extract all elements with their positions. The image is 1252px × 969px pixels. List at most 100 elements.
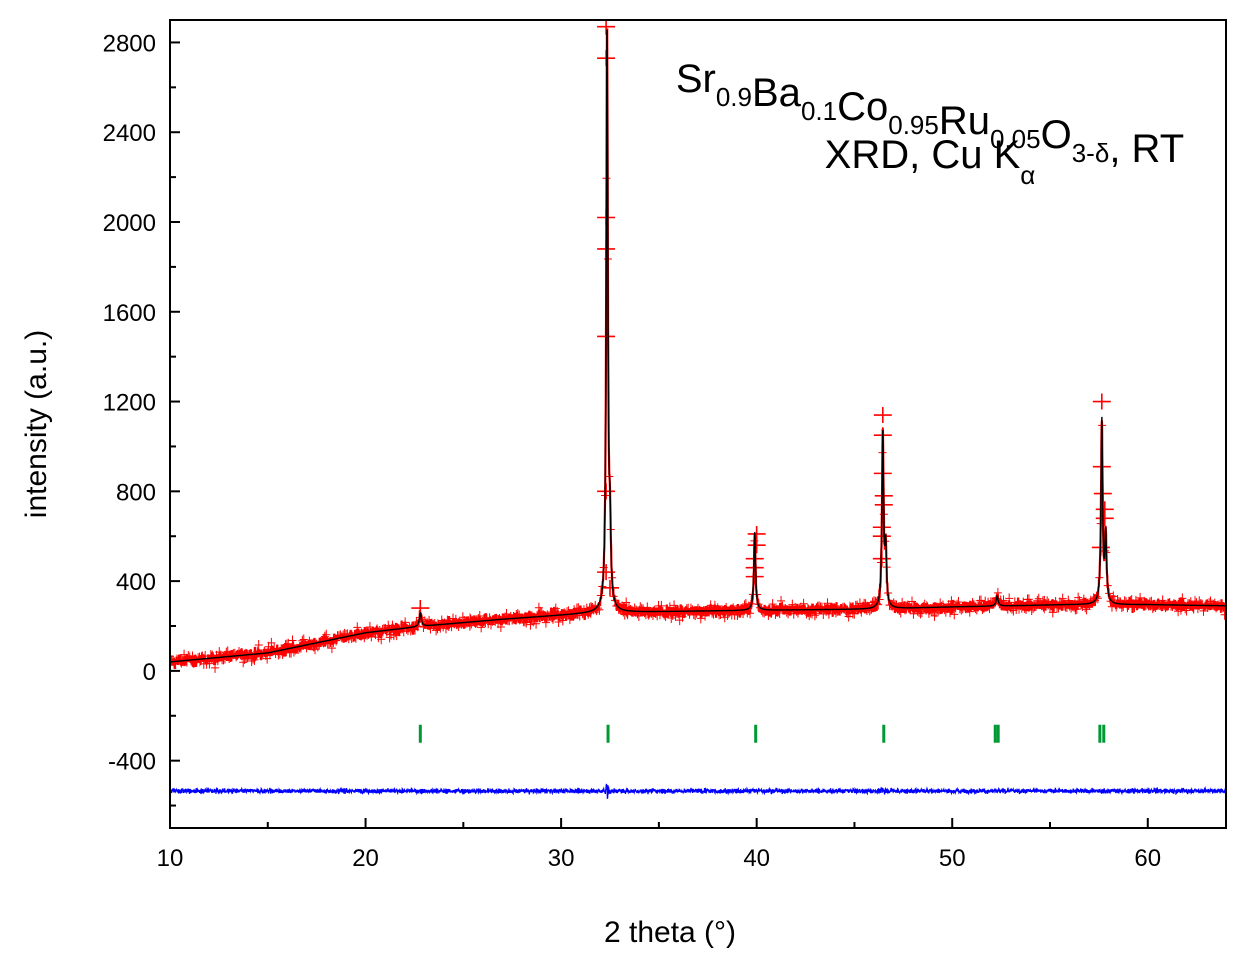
y-axis-label: intensity (a.u.) bbox=[20, 330, 53, 518]
title-element: Ba bbox=[752, 71, 802, 115]
observed-crosses bbox=[170, 173, 1226, 673]
observed-cross bbox=[1145, 597, 1154, 608]
y-tick-label: -400 bbox=[108, 749, 156, 776]
observed-cross bbox=[502, 609, 511, 620]
observed-cross bbox=[916, 608, 925, 619]
observed-cross bbox=[1048, 607, 1057, 618]
title-subscript: 0.1 bbox=[801, 96, 837, 126]
series-layer bbox=[170, 20, 1226, 799]
observed-cross bbox=[824, 608, 833, 619]
observed-cross bbox=[284, 638, 293, 649]
observed-cross bbox=[377, 634, 386, 645]
observed-cross bbox=[985, 603, 994, 614]
observed-cross bbox=[657, 600, 666, 611]
observed-cross bbox=[708, 607, 717, 618]
observed-cross bbox=[322, 629, 331, 640]
observed-cross bbox=[768, 599, 777, 610]
observed-cross bbox=[740, 600, 749, 611]
observed-cross bbox=[1199, 605, 1208, 616]
observed-cross bbox=[694, 603, 702, 614]
observed-cross bbox=[840, 602, 849, 613]
observed-cross bbox=[909, 608, 918, 619]
observed-cross bbox=[1217, 603, 1226, 614]
y-tick-label: 1200 bbox=[103, 390, 156, 417]
observed-cross bbox=[327, 643, 336, 654]
observed-cross bbox=[1024, 594, 1033, 605]
observed-cross bbox=[1203, 602, 1212, 613]
title-line-2: XRD, Cu Kα bbox=[825, 133, 1036, 190]
observed-cross bbox=[325, 637, 334, 648]
observed-cross bbox=[810, 610, 819, 621]
observed-cross bbox=[180, 649, 189, 660]
observed-cross bbox=[950, 609, 959, 620]
observed-cross bbox=[895, 605, 904, 616]
observed-cross bbox=[584, 608, 593, 619]
observed-cross bbox=[365, 621, 374, 632]
observed-cross bbox=[850, 608, 859, 619]
observed-cross bbox=[999, 595, 1008, 606]
observed-cross bbox=[475, 610, 484, 621]
title-element: Co bbox=[837, 85, 888, 129]
observed-cross bbox=[282, 639, 291, 650]
observed-cross bbox=[563, 607, 572, 618]
observed-cross bbox=[532, 618, 541, 629]
observed-peak-marker bbox=[747, 537, 766, 554]
observed-cross bbox=[219, 654, 228, 665]
observed-cross bbox=[1178, 593, 1187, 604]
x-tick-label: 40 bbox=[743, 845, 770, 872]
observed-cross bbox=[905, 601, 914, 612]
observed-cross bbox=[1031, 601, 1040, 612]
observed-cross bbox=[633, 608, 642, 619]
observed-cross bbox=[917, 607, 926, 618]
y-tick-label: 400 bbox=[116, 569, 156, 596]
observed-cross bbox=[678, 611, 687, 622]
y-tick-label: 2800 bbox=[103, 30, 156, 57]
observed-cross bbox=[672, 607, 681, 618]
observed-cross bbox=[1020, 602, 1029, 613]
observed-peak-marker bbox=[1095, 510, 1114, 527]
observed-cross bbox=[865, 605, 874, 616]
observed-cross bbox=[220, 653, 229, 664]
title-element: Sr bbox=[676, 57, 716, 101]
observed-cross bbox=[1176, 604, 1185, 615]
calculated-series bbox=[170, 29, 1226, 663]
observed-cross bbox=[477, 622, 486, 633]
observed-cross bbox=[746, 608, 755, 619]
x-tick-label: 30 bbox=[548, 845, 575, 872]
observed-peak-marker bbox=[873, 407, 892, 424]
observed-cross bbox=[977, 595, 986, 606]
observed-cross bbox=[522, 617, 531, 628]
y-tick-label: 2400 bbox=[103, 120, 156, 147]
title-subscript: 3-δ bbox=[1072, 138, 1110, 168]
observed-cross bbox=[250, 654, 259, 665]
observed-peak-marker bbox=[1092, 393, 1111, 410]
title-element: O bbox=[1041, 113, 1072, 157]
title-line-2-main: XRD, Cu K bbox=[825, 133, 1021, 177]
observed-cross bbox=[1072, 604, 1081, 615]
observed-cross bbox=[401, 617, 410, 628]
title-subscript: 0.95 bbox=[888, 110, 939, 140]
observed-cross bbox=[385, 632, 394, 643]
x-axis-label: 2 theta (°) bbox=[604, 916, 736, 949]
observed-peak-marker bbox=[601, 579, 619, 596]
y-axis: -400 0 400 800 1200 1600 2000 2400 2800 bbox=[103, 30, 180, 807]
observed-cross bbox=[254, 640, 263, 651]
observed-cross bbox=[696, 613, 705, 624]
observed-cross bbox=[595, 604, 604, 615]
observed-cross bbox=[947, 596, 956, 607]
observed-cross bbox=[558, 615, 567, 626]
observed-cross bbox=[664, 607, 673, 618]
observed-cross bbox=[1136, 592, 1145, 603]
title-element: , RT bbox=[1109, 127, 1184, 171]
plot-frame bbox=[169, 19, 1227, 829]
observed-cross bbox=[823, 598, 832, 609]
observed-cross bbox=[634, 610, 643, 621]
observed-cross bbox=[908, 596, 917, 607]
observed-peak-marker bbox=[597, 483, 616, 500]
observed-cross bbox=[320, 631, 329, 642]
title-line-2-sub: α bbox=[1020, 160, 1035, 190]
x-tick-label: 10 bbox=[157, 845, 184, 872]
x-tick-label: 50 bbox=[939, 845, 966, 872]
observed-cross bbox=[222, 647, 231, 658]
